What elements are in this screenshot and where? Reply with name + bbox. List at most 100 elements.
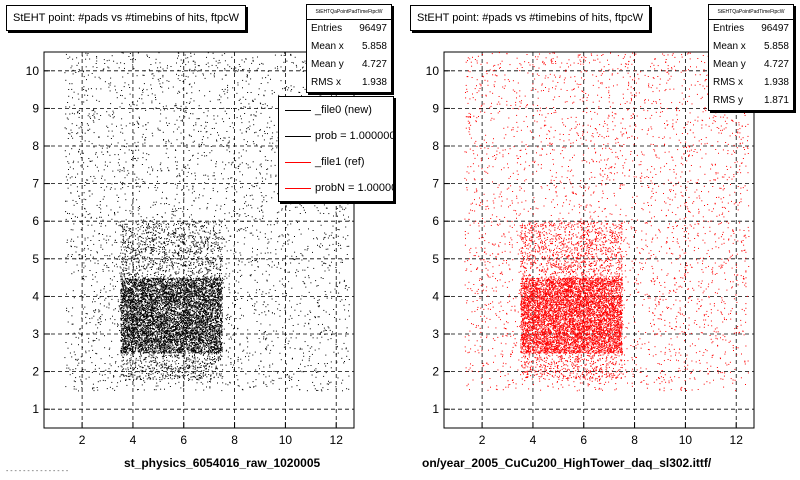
scatter-point [142, 280, 144, 282]
scatter-point [178, 302, 180, 303]
scatter-point [125, 321, 127, 323]
scatter-point [173, 339, 175, 341]
scatter-point [212, 308, 214, 310]
scatter-point [183, 312, 184, 314]
scatter-point [173, 278, 175, 280]
scatter-point [206, 344, 208, 346]
scatter-point [141, 291, 143, 293]
scatter-point [141, 327, 143, 328]
scatter-point [177, 332, 179, 334]
scatter-point [221, 294, 223, 296]
scatter-point [196, 319, 198, 320]
scatter-point [202, 284, 204, 286]
scatter-point [196, 344, 198, 346]
scatter-point [124, 298, 126, 300]
scatter-point [197, 344, 199, 346]
scatter-point [174, 336, 176, 338]
scatter-point [122, 326, 124, 328]
scatter-point [210, 279, 212, 281]
scatter-point [141, 290, 143, 292]
scatter-point [198, 298, 199, 300]
scatter-point [133, 334, 135, 335]
scatter-point [156, 281, 158, 282]
scatter-point [141, 336, 143, 338]
scatter-point [181, 289, 183, 291]
scatter-point [164, 337, 165, 339]
scatter-point [182, 304, 184, 306]
scatter-point [133, 291, 134, 293]
scatter-point [144, 331, 146, 333]
scatter-point [216, 351, 218, 353]
scatter-point [180, 282, 182, 284]
scatter-point [157, 284, 159, 286]
scatter-point [122, 302, 124, 303]
scatter-point [142, 338, 144, 340]
scatter-point [189, 290, 191, 292]
scatter-point [172, 339, 174, 341]
scatter-point [163, 287, 165, 289]
scatter-point [178, 298, 180, 300]
scatter-point [200, 288, 202, 290]
scatter-point [168, 313, 170, 315]
scatter-point [129, 309, 131, 311]
scatter-point [125, 292, 127, 294]
scatter-point [175, 300, 177, 302]
scatter-point [164, 292, 166, 294]
scatter-point [166, 333, 167, 335]
scatter-point [123, 342, 125, 344]
scatter-point [175, 334, 177, 336]
scatter-point [128, 278, 130, 280]
scatter-point [183, 322, 185, 323]
scatter-point [217, 336, 219, 338]
scatter-point [194, 295, 195, 297]
scatter-point [144, 319, 146, 321]
scatter-point [221, 309, 223, 311]
scatter-point [200, 323, 202, 325]
scatter-point [176, 296, 177, 298]
scatter-point [168, 350, 170, 352]
scatter-point [163, 317, 165, 319]
scatter-point [181, 302, 183, 304]
scatter-point [138, 284, 140, 286]
scatter-point [204, 325, 206, 327]
scatter-point [189, 335, 191, 336]
scatter-point [189, 349, 191, 351]
scatter-point [196, 327, 198, 329]
scatter-point [130, 313, 132, 315]
scatter-point [137, 296, 138, 298]
scatter-point [128, 292, 130, 294]
scatter-point [120, 296, 122, 298]
scatter-point [205, 292, 206, 294]
scatter-point [163, 310, 165, 311]
scatter-point [202, 324, 204, 326]
scatter-point [170, 303, 172, 305]
scatter-point [209, 306, 211, 308]
scatter-point [204, 342, 206, 344]
scatter-point [133, 330, 135, 331]
scatter-point [126, 327, 128, 329]
scatter-point [187, 291, 189, 292]
scatter-point [197, 317, 199, 319]
scatter-point [122, 347, 124, 349]
scatter-point [220, 317, 222, 319]
scatter-point [126, 300, 128, 302]
scatter-point [156, 343, 158, 345]
scatter-point [122, 345, 124, 347]
scatter-point [166, 352, 168, 354]
scatter-point [171, 320, 173, 322]
scatter-point [153, 351, 155, 353]
scatter-point [147, 324, 149, 326]
scatter-point [122, 327, 124, 329]
scatter-point [144, 278, 146, 280]
scatter-point [196, 343, 198, 345]
scatter-point [125, 334, 127, 336]
scatter-point [145, 305, 146, 307]
scatter-point [211, 319, 213, 321]
scatter-point [202, 305, 204, 307]
scatter-point [220, 289, 221, 291]
scatter-point [137, 321, 139, 323]
scatter-point [134, 342, 136, 344]
scatter-point [221, 281, 222, 283]
scatter-point [180, 298, 182, 300]
scatter-point [141, 295, 143, 297]
